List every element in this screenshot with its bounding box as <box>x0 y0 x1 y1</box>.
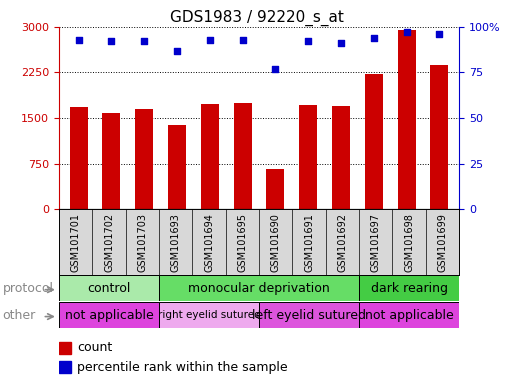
Bar <box>103 113 121 209</box>
Bar <box>59 342 71 354</box>
Text: GSM101699: GSM101699 <box>438 213 447 272</box>
Point <box>107 38 115 45</box>
Point <box>370 35 378 41</box>
Point <box>239 36 247 43</box>
Point <box>271 66 280 72</box>
Bar <box>359 275 459 301</box>
Point <box>74 36 83 43</box>
Text: GSM101694: GSM101694 <box>204 213 214 272</box>
Text: GSM101698: GSM101698 <box>404 213 414 272</box>
Text: GSM101697: GSM101697 <box>371 213 381 272</box>
Bar <box>359 302 459 328</box>
Text: dark rearing: dark rearing <box>370 282 448 295</box>
Text: GSM101695: GSM101695 <box>238 213 247 272</box>
Bar <box>365 74 383 209</box>
Text: count: count <box>77 341 112 354</box>
Bar <box>332 106 350 209</box>
Point <box>436 31 444 37</box>
Text: not applicable: not applicable <box>365 309 453 322</box>
Text: left eyelid sutured: left eyelid sutured <box>252 309 366 322</box>
Bar <box>135 109 153 209</box>
Text: GSM101703: GSM101703 <box>137 213 147 272</box>
Text: GSM101692: GSM101692 <box>338 213 347 272</box>
Text: protocol: protocol <box>3 282 53 295</box>
Bar <box>259 302 359 328</box>
Point <box>304 38 312 45</box>
Text: right eyelid sutured: right eyelid sutured <box>157 310 261 320</box>
Bar <box>159 275 359 301</box>
Point <box>206 36 214 43</box>
Text: GSM101702: GSM101702 <box>104 213 114 272</box>
Bar <box>430 65 448 209</box>
Text: other: other <box>3 309 36 322</box>
Bar <box>233 104 252 209</box>
Bar <box>70 107 88 209</box>
Text: control: control <box>87 282 131 295</box>
Text: percentile rank within the sample: percentile rank within the sample <box>77 361 288 374</box>
Bar <box>168 126 186 209</box>
Bar <box>59 302 159 328</box>
Bar <box>398 30 416 209</box>
Bar <box>59 275 159 301</box>
Point <box>173 48 181 54</box>
Bar <box>59 361 71 373</box>
Bar <box>266 169 285 209</box>
Point <box>337 40 345 46</box>
Bar <box>299 105 317 209</box>
Text: GDS1983 / 92220_s_at: GDS1983 / 92220_s_at <box>170 10 343 26</box>
Bar <box>159 302 259 328</box>
Bar <box>201 104 219 209</box>
Text: GSM101701: GSM101701 <box>71 213 81 272</box>
Point <box>403 29 411 35</box>
Text: GSM101690: GSM101690 <box>271 213 281 272</box>
Text: GSM101691: GSM101691 <box>304 213 314 272</box>
Point <box>140 38 148 45</box>
Text: GSM101693: GSM101693 <box>171 213 181 272</box>
Text: monocular deprivation: monocular deprivation <box>188 282 330 295</box>
Text: not applicable: not applicable <box>65 309 153 322</box>
